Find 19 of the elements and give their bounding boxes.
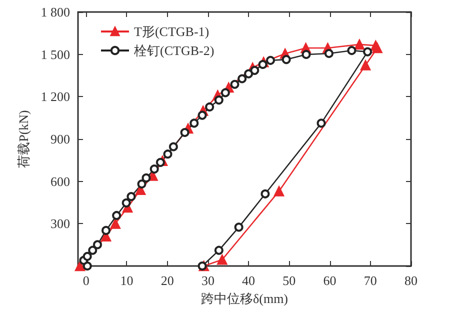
x-tick-label: 0 [82, 273, 90, 288]
x-tick-label: 80 [404, 273, 418, 288]
legend-label: T形(CTGB-1) [134, 24, 210, 39]
x-tick-label: 10 [120, 273, 134, 288]
x-tick-label: 50 [282, 273, 296, 288]
x-tick-label: 30 [201, 273, 214, 288]
x-tick-label: 60 [323, 273, 336, 288]
y-tick-label: 900 [50, 132, 70, 146]
y-tick-label: 1 800 [40, 4, 70, 20]
y-tick-label: 1 200 [40, 89, 70, 104]
x-tick-label: 20 [160, 273, 174, 288]
y-tick-label: 600 [50, 174, 70, 189]
y-axis-title: 荷载P(kN) [16, 110, 31, 168]
x-tick-label: 70 [364, 273, 377, 288]
x-axis-title: 跨中位移δ(mm) [200, 290, 288, 306]
x-tick-label: 40 [242, 273, 256, 288]
legend-label: 栓钉(CTGB-2) [133, 43, 214, 58]
y-tick-label: 1 500 [40, 46, 70, 62]
y-tick-label: 300 [50, 216, 70, 232]
